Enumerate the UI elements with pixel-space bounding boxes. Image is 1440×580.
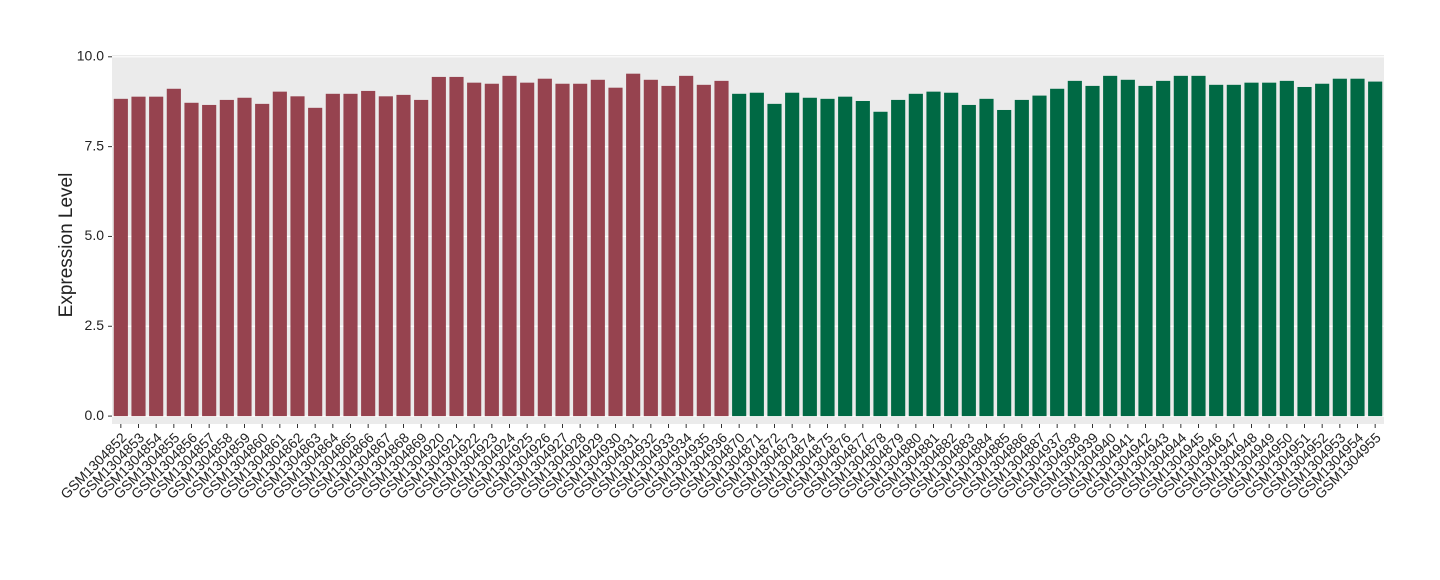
bar [361,90,376,417]
bar [555,83,570,417]
bar [467,82,482,417]
bar [1209,84,1224,417]
bar [184,102,199,417]
bar [1067,80,1082,417]
bar [1103,75,1118,417]
bar [396,94,411,417]
bar [590,79,605,417]
bar [838,96,853,417]
y-axis-title: Expression Level [56,173,77,318]
bar [255,103,270,417]
bar [785,92,800,417]
bar [679,75,694,417]
bar [891,99,906,417]
bar [308,107,323,417]
bar [908,93,923,417]
y-tick-label: 0.0 [85,407,105,423]
bar [1315,83,1330,417]
bar [855,100,870,417]
bar [1050,88,1065,417]
bar [732,93,747,417]
bar [1332,78,1347,417]
bar [237,97,252,417]
bar [961,104,976,417]
y-tick-label: 5.0 [85,227,105,243]
y-tick-label: 10.0 [77,47,104,63]
bar [131,96,146,417]
bar [290,96,305,417]
bar [1173,75,1188,417]
bar [802,97,817,417]
bar [926,91,941,417]
bar [378,96,393,417]
bar [1350,78,1365,417]
bar [202,104,217,417]
bar [767,103,782,417]
bar [431,76,446,417]
bar [626,73,641,417]
bar [1032,95,1047,417]
bar [1120,79,1135,417]
bar [1085,85,1100,417]
bar [714,80,729,417]
bar [502,75,517,417]
bar [484,83,499,417]
bar [113,98,128,417]
bar [1279,80,1294,417]
bar [696,84,711,417]
bar [219,99,234,417]
bar [520,82,535,417]
bar [1244,82,1259,417]
y-tick-label: 7.5 [85,137,105,153]
bar [643,79,658,417]
bar [272,91,287,417]
bar [608,87,623,417]
bar [414,99,429,417]
y-tick-label: 2.5 [85,317,105,333]
bar [166,88,181,417]
bar [661,85,676,417]
panel [112,55,1384,424]
bar [325,93,340,417]
bar [749,92,764,417]
bar [1368,81,1383,417]
bar [1297,86,1312,417]
bar [449,76,464,417]
bar [873,111,888,417]
bar [997,109,1012,417]
bar [149,96,164,417]
bar [1138,85,1153,417]
bar [343,93,358,417]
bar [1014,99,1029,417]
bar [1262,82,1277,417]
bar [537,78,552,417]
bar [573,83,588,417]
bar [1226,84,1241,417]
bar [944,92,959,417]
bar [820,98,835,417]
bar [1191,75,1206,417]
bar [979,98,994,417]
bar [1156,80,1171,417]
